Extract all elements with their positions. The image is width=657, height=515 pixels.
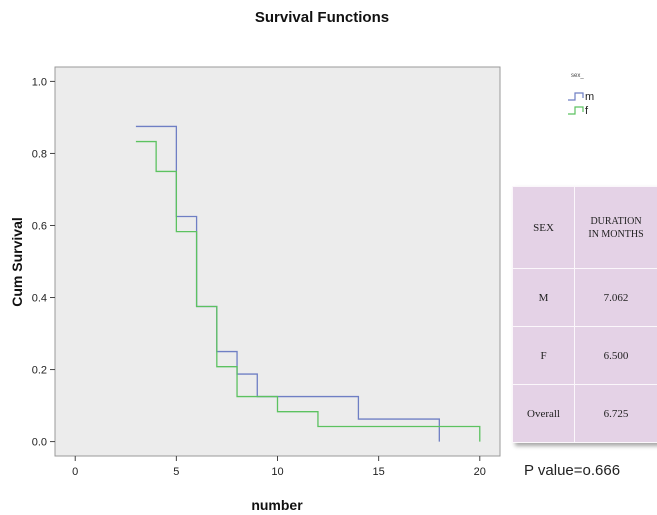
cell-sex: M [512, 268, 575, 327]
legend-label-m: m [585, 91, 594, 103]
summary-table: SEX DURATION IN MONTHS M 7.062 F 6.500 O… [512, 186, 657, 443]
x-tick-label: 20 [474, 466, 486, 478]
legend: sex_ mf [568, 73, 594, 117]
legend-swatch-f [568, 106, 584, 115]
table-row: M 7.062 [512, 268, 657, 327]
cell-sex: F [512, 326, 575, 385]
legend-swatch-m [568, 92, 584, 101]
cell-duration: 7.062 [574, 268, 657, 327]
table-row: Overall 6.725 [512, 384, 657, 443]
chart-title: Survival Functions [255, 9, 389, 26]
table-header-row: SEX DURATION IN MONTHS [512, 186, 657, 269]
series-layer [135, 125, 481, 442]
header-duration-line1: DURATION [590, 215, 642, 227]
x-tick-label: 5 [173, 466, 179, 478]
x-tick-label: 0 [72, 466, 78, 478]
x-axis: 0 5 10 15 20 [72, 456, 486, 478]
y-tick-label: 0.4 [32, 293, 47, 305]
table-row: F 6.500 [512, 326, 657, 385]
legend-label-f: f [585, 105, 589, 117]
y-tick-label: 0.2 [32, 365, 47, 377]
legend-title: sex_ [571, 73, 584, 79]
cell-duration: 6.500 [574, 326, 657, 385]
header-duration-line2: IN MONTHS [588, 228, 644, 240]
y-tick-label: 1.0 [32, 76, 47, 88]
cell-duration: 6.725 [574, 384, 657, 443]
x-tick-label: 15 [373, 466, 385, 478]
y-tick-label: 0.0 [32, 437, 47, 449]
series-line-m [135, 125, 440, 442]
header-duration: DURATION IN MONTHS [574, 186, 657, 269]
p-value-label: P value=o.666 [524, 462, 621, 479]
cell-sex: Overall [512, 384, 575, 443]
plot-area [54, 66, 501, 457]
y-axis: 0.0 0.2 0.4 0.6 0.8 1.0 [32, 76, 55, 449]
y-tick-label: 0.8 [32, 148, 47, 160]
y-axis-label: Cum Survival [9, 217, 25, 306]
x-axis-label: number [251, 497, 303, 513]
series-line-f [135, 140, 481, 442]
x-tick-label: 10 [271, 466, 283, 478]
y-tick-label: 0.6 [32, 220, 47, 232]
header-sex: SEX [512, 186, 575, 269]
